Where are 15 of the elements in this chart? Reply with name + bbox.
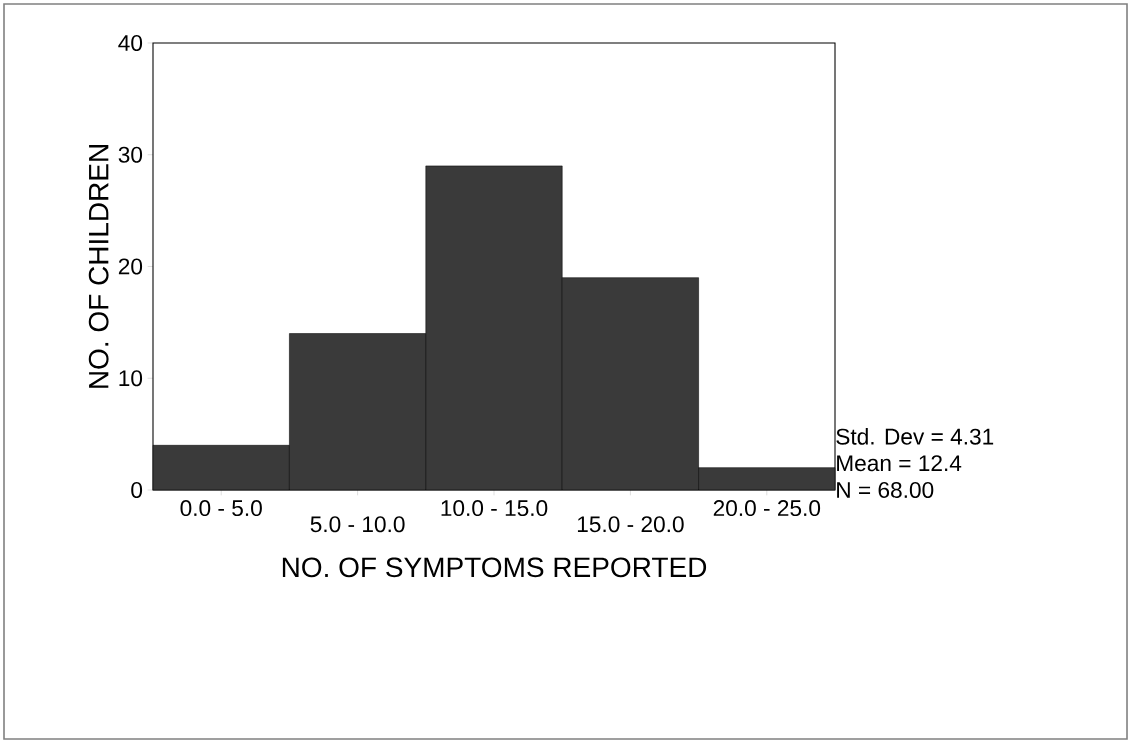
y-tick-label: 10	[119, 370, 143, 387]
text: N = 68.00	[837, 481, 934, 499]
y-axis-title: NO. OF CHILDREN	[88, 145, 109, 388]
x-tick-label: 0.0 - 5.0	[180, 500, 262, 517]
y-tick-label: 30	[118, 146, 143, 163]
y-tick-label: 40	[118, 34, 143, 52]
text: Std. Dev = 4.31	[836, 428, 994, 445]
y-tick-label: 0	[131, 481, 143, 499]
x-axis-title: NO. OF SYMPTOMS REPORTED	[282, 557, 707, 578]
text: Mean = 12.4	[837, 455, 962, 472]
x-tick-label: 15.0 - 20.0	[577, 516, 684, 533]
x-tick-label: 5.0 - 10.0	[310, 516, 405, 533]
x-tick-label: 10.0 - 15.0	[441, 500, 548, 517]
x-tick-label: 20.0 - 25.0	[713, 500, 821, 517]
y-tick-label: 20	[118, 258, 143, 275]
